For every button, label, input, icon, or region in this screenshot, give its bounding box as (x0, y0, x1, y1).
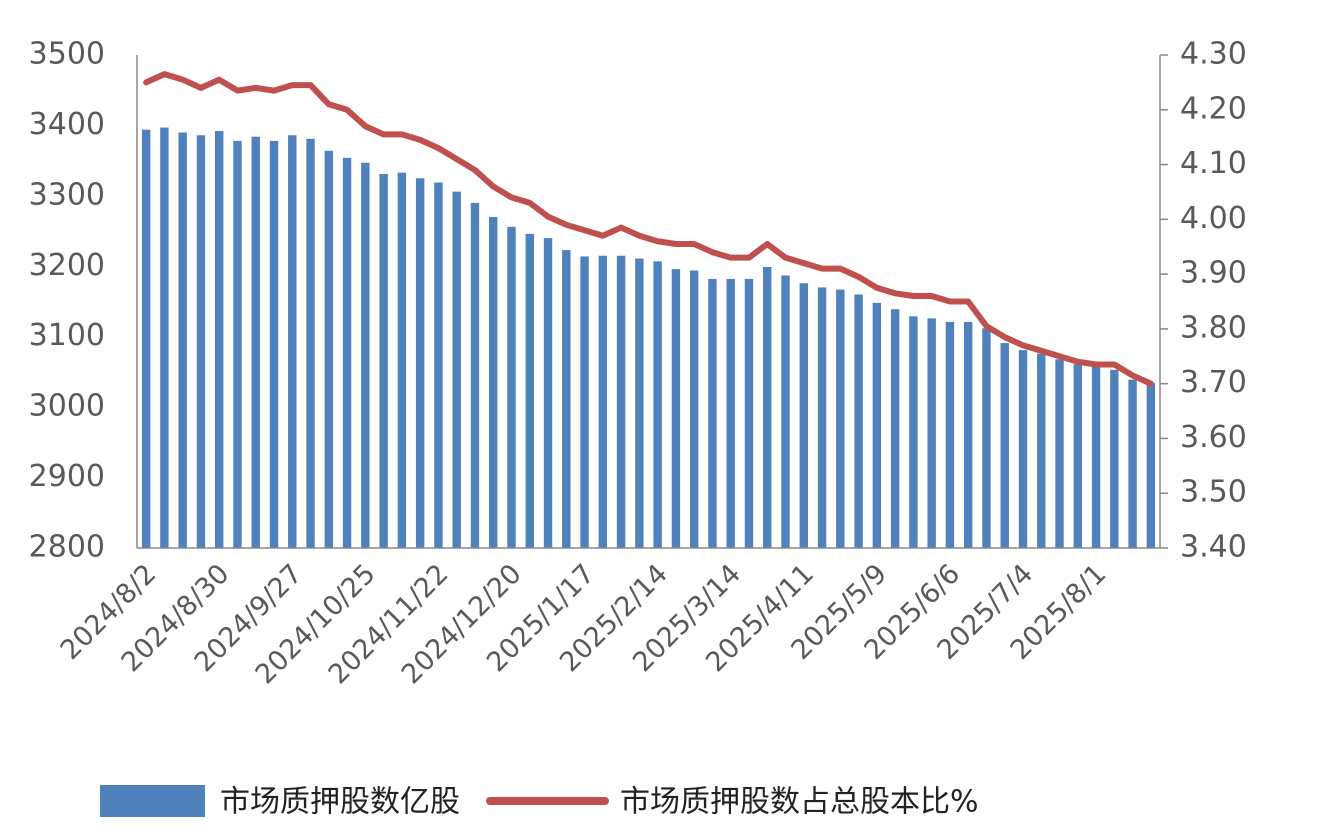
bar (1146, 383, 1156, 548)
y-tick-label: 3300 (29, 177, 105, 212)
bar (726, 278, 735, 548)
bar (251, 136, 260, 548)
bar (470, 202, 480, 548)
legend-label: 市场质押股数亿股 (220, 785, 460, 820)
line (143, 71, 1154, 387)
y2-tick-label: 3.50 (1180, 475, 1247, 510)
y2-tick-label: 4.10 (1180, 146, 1247, 181)
y2-tick-label: 4.20 (1180, 91, 1247, 126)
bar (580, 256, 589, 548)
bar (781, 275, 790, 548)
bar (1000, 343, 1009, 548)
bar (982, 328, 991, 548)
legend-label: 市场质押股数占总股本比% (620, 785, 979, 820)
bar (178, 132, 187, 548)
bar (141, 129, 151, 548)
y-tick-label: 2800 (29, 530, 105, 565)
bar (215, 131, 224, 548)
bar (635, 258, 644, 548)
bar (562, 250, 571, 548)
bar (872, 302, 882, 548)
y-tick-label: 3200 (29, 248, 105, 283)
bar (434, 182, 443, 548)
y-tick-label: 2900 (29, 459, 105, 494)
bar (233, 140, 242, 548)
bar (927, 318, 936, 548)
bar (708, 278, 717, 548)
bar (1037, 353, 1046, 548)
bar (196, 135, 206, 548)
legend-swatch (100, 785, 205, 817)
bar (361, 162, 370, 548)
bar (342, 157, 352, 548)
bar (799, 283, 808, 548)
y2-tick-label: 3.70 (1180, 365, 1247, 400)
bar (269, 140, 279, 548)
bar (397, 172, 407, 548)
bar (1091, 366, 1101, 548)
y-tick-label: 3000 (29, 389, 105, 424)
bar (1073, 364, 1082, 548)
bar (452, 191, 461, 549)
bar (1128, 379, 1137, 548)
bar (1110, 369, 1119, 548)
bar (890, 309, 900, 548)
bar (1055, 359, 1064, 548)
y-tick-label: 3500 (29, 37, 105, 72)
bar (1018, 350, 1028, 548)
bar (817, 287, 827, 548)
bar (288, 135, 297, 548)
bar (598, 255, 608, 548)
bar (689, 270, 699, 548)
y2-tick-label: 3.60 (1180, 420, 1247, 455)
bar (744, 278, 754, 548)
bar (671, 269, 681, 548)
bar (507, 226, 516, 549)
bar (525, 233, 534, 549)
y2-tick-label: 4.30 (1180, 37, 1247, 72)
y2-tick-label: 4.00 (1180, 201, 1247, 236)
y2-tick-label: 3.90 (1180, 256, 1247, 291)
y2-tick-label: 3.40 (1180, 530, 1247, 565)
y-tick-label: 3100 (29, 318, 105, 353)
bar (489, 216, 498, 548)
bar (543, 238, 553, 548)
bar (836, 289, 845, 548)
bar (379, 174, 388, 548)
y-tick-label: 3400 (29, 107, 105, 142)
bar (763, 266, 772, 548)
bar (909, 316, 918, 548)
bar (160, 127, 169, 548)
bar (415, 178, 425, 548)
bar (324, 150, 334, 549)
y2-tick-label: 3.80 (1180, 310, 1247, 345)
bar (653, 261, 662, 548)
bar (616, 255, 626, 548)
bar (945, 321, 955, 548)
bar (854, 294, 863, 548)
bar (963, 321, 973, 548)
bar (306, 138, 315, 548)
